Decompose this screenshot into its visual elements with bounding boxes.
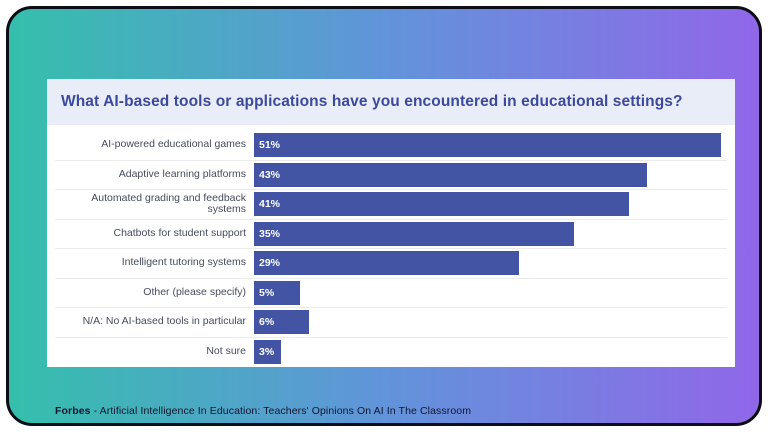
- bar-row: Chatbots for student support 35%: [55, 218, 727, 249]
- chart-panel: What AI-based tools or applications have…: [47, 79, 735, 367]
- source-separator: -: [90, 405, 100, 417]
- category-label: Adaptive learning platforms: [118, 167, 246, 180]
- category-label: Other (please specify): [143, 285, 246, 298]
- category-label: Chatbots for student support: [113, 226, 247, 239]
- bar-value-label: 35%: [259, 227, 281, 240]
- bar-track: 5%: [254, 280, 727, 305]
- bar-value-label: 51%: [259, 138, 281, 151]
- gradient-card: What AI-based tools or applications have…: [6, 6, 762, 426]
- bar: 6%: [254, 310, 309, 335]
- bar-row: Other (please specify) 5%: [55, 277, 727, 308]
- bar-track: 3%: [254, 339, 727, 364]
- bar-value-label: 5%: [259, 286, 275, 299]
- bar-row: Adaptive learning platforms 43%: [55, 159, 727, 190]
- source-text: Artificial Intelligence In Education: Te…: [99, 405, 472, 417]
- bar-value-label: 43%: [259, 168, 281, 181]
- bar-row: Not sure 3%: [55, 336, 727, 367]
- category-label: Intelligent tutoring systems: [121, 256, 246, 269]
- category-label: N/A: No AI-based tools in particular: [82, 315, 246, 328]
- bar-track: 51%: [254, 132, 727, 157]
- bar-chart: AI-powered educational games 51% Adaptiv…: [47, 125, 735, 366]
- bar-row: Automated grading and feedback systems 4…: [55, 189, 727, 219]
- bar: 43%: [254, 162, 648, 187]
- bar-value-label: 6%: [259, 316, 275, 329]
- chart-title: What AI-based tools or applications have…: [61, 93, 683, 110]
- bar: 51%: [254, 132, 721, 157]
- bar: 35%: [254, 221, 575, 246]
- bar-track: 35%: [254, 221, 727, 246]
- bar: 41%: [254, 192, 630, 217]
- source-name: Forbes: [55, 405, 91, 417]
- category-label: AI-powered educational games: [101, 137, 246, 150]
- bar-row: AI-powered educational games 51%: [55, 130, 727, 160]
- category-label: Automated grading and feedback systems: [91, 191, 246, 216]
- chart-title-strip: What AI-based tools or applications have…: [47, 79, 735, 125]
- category-label: Not sure: [206, 344, 246, 357]
- bar-value-label: 29%: [259, 257, 281, 270]
- bar-row: N/A: No AI-based tools in particular 6%: [55, 307, 727, 337]
- bar: 3%: [254, 339, 282, 364]
- bar-row: Intelligent tutoring systems 29%: [55, 248, 727, 278]
- bar-track: 29%: [254, 251, 727, 276]
- bar-value-label: 41%: [259, 198, 281, 211]
- bar: 5%: [254, 280, 300, 305]
- bar-track: 43%: [254, 162, 727, 187]
- bar-track: 6%: [254, 310, 727, 335]
- bar: 29%: [254, 251, 520, 276]
- bar-value-label: 3%: [259, 345, 275, 358]
- bar-track: 41%: [254, 192, 727, 217]
- source-attribution: Forbes - Artificial Intelligence In Educ…: [55, 405, 471, 417]
